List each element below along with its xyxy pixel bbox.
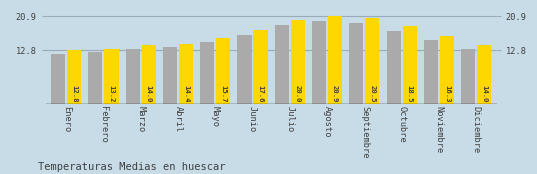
Bar — [424, 40, 438, 104]
Text: 17.6: 17.6 — [258, 85, 264, 102]
Text: 12.8: 12.8 — [71, 85, 77, 102]
Bar — [200, 42, 214, 104]
Text: 20.9: 20.9 — [332, 85, 338, 102]
Bar — [104, 49, 119, 104]
Text: 16.3: 16.3 — [444, 85, 450, 102]
Bar — [365, 18, 380, 104]
Bar — [237, 35, 252, 104]
Bar — [88, 52, 103, 104]
Bar — [163, 47, 177, 104]
Text: 15.7: 15.7 — [220, 85, 226, 102]
Bar — [216, 38, 230, 104]
Bar — [477, 45, 491, 104]
Text: Temperaturas Medias en huescar: Temperaturas Medias en huescar — [38, 162, 225, 172]
Bar — [275, 25, 289, 104]
Bar — [349, 23, 364, 104]
Text: 20.0: 20.0 — [295, 85, 301, 102]
Text: 13.2: 13.2 — [108, 85, 114, 102]
Bar — [179, 44, 193, 104]
Text: 18.5: 18.5 — [407, 85, 412, 102]
Text: 14.4: 14.4 — [183, 85, 189, 102]
Text: 14.0: 14.0 — [481, 85, 487, 102]
Bar — [461, 49, 475, 104]
Bar — [403, 26, 417, 104]
Bar — [440, 36, 454, 104]
Text: 20.5: 20.5 — [369, 85, 375, 102]
Bar — [312, 21, 326, 104]
Bar — [328, 16, 342, 104]
Bar — [253, 30, 267, 104]
Bar — [51, 54, 65, 104]
Bar — [387, 31, 401, 104]
Text: 14.0: 14.0 — [146, 85, 152, 102]
Bar — [126, 49, 140, 104]
Bar — [67, 50, 81, 104]
Bar — [142, 45, 156, 104]
Bar — [291, 20, 305, 104]
